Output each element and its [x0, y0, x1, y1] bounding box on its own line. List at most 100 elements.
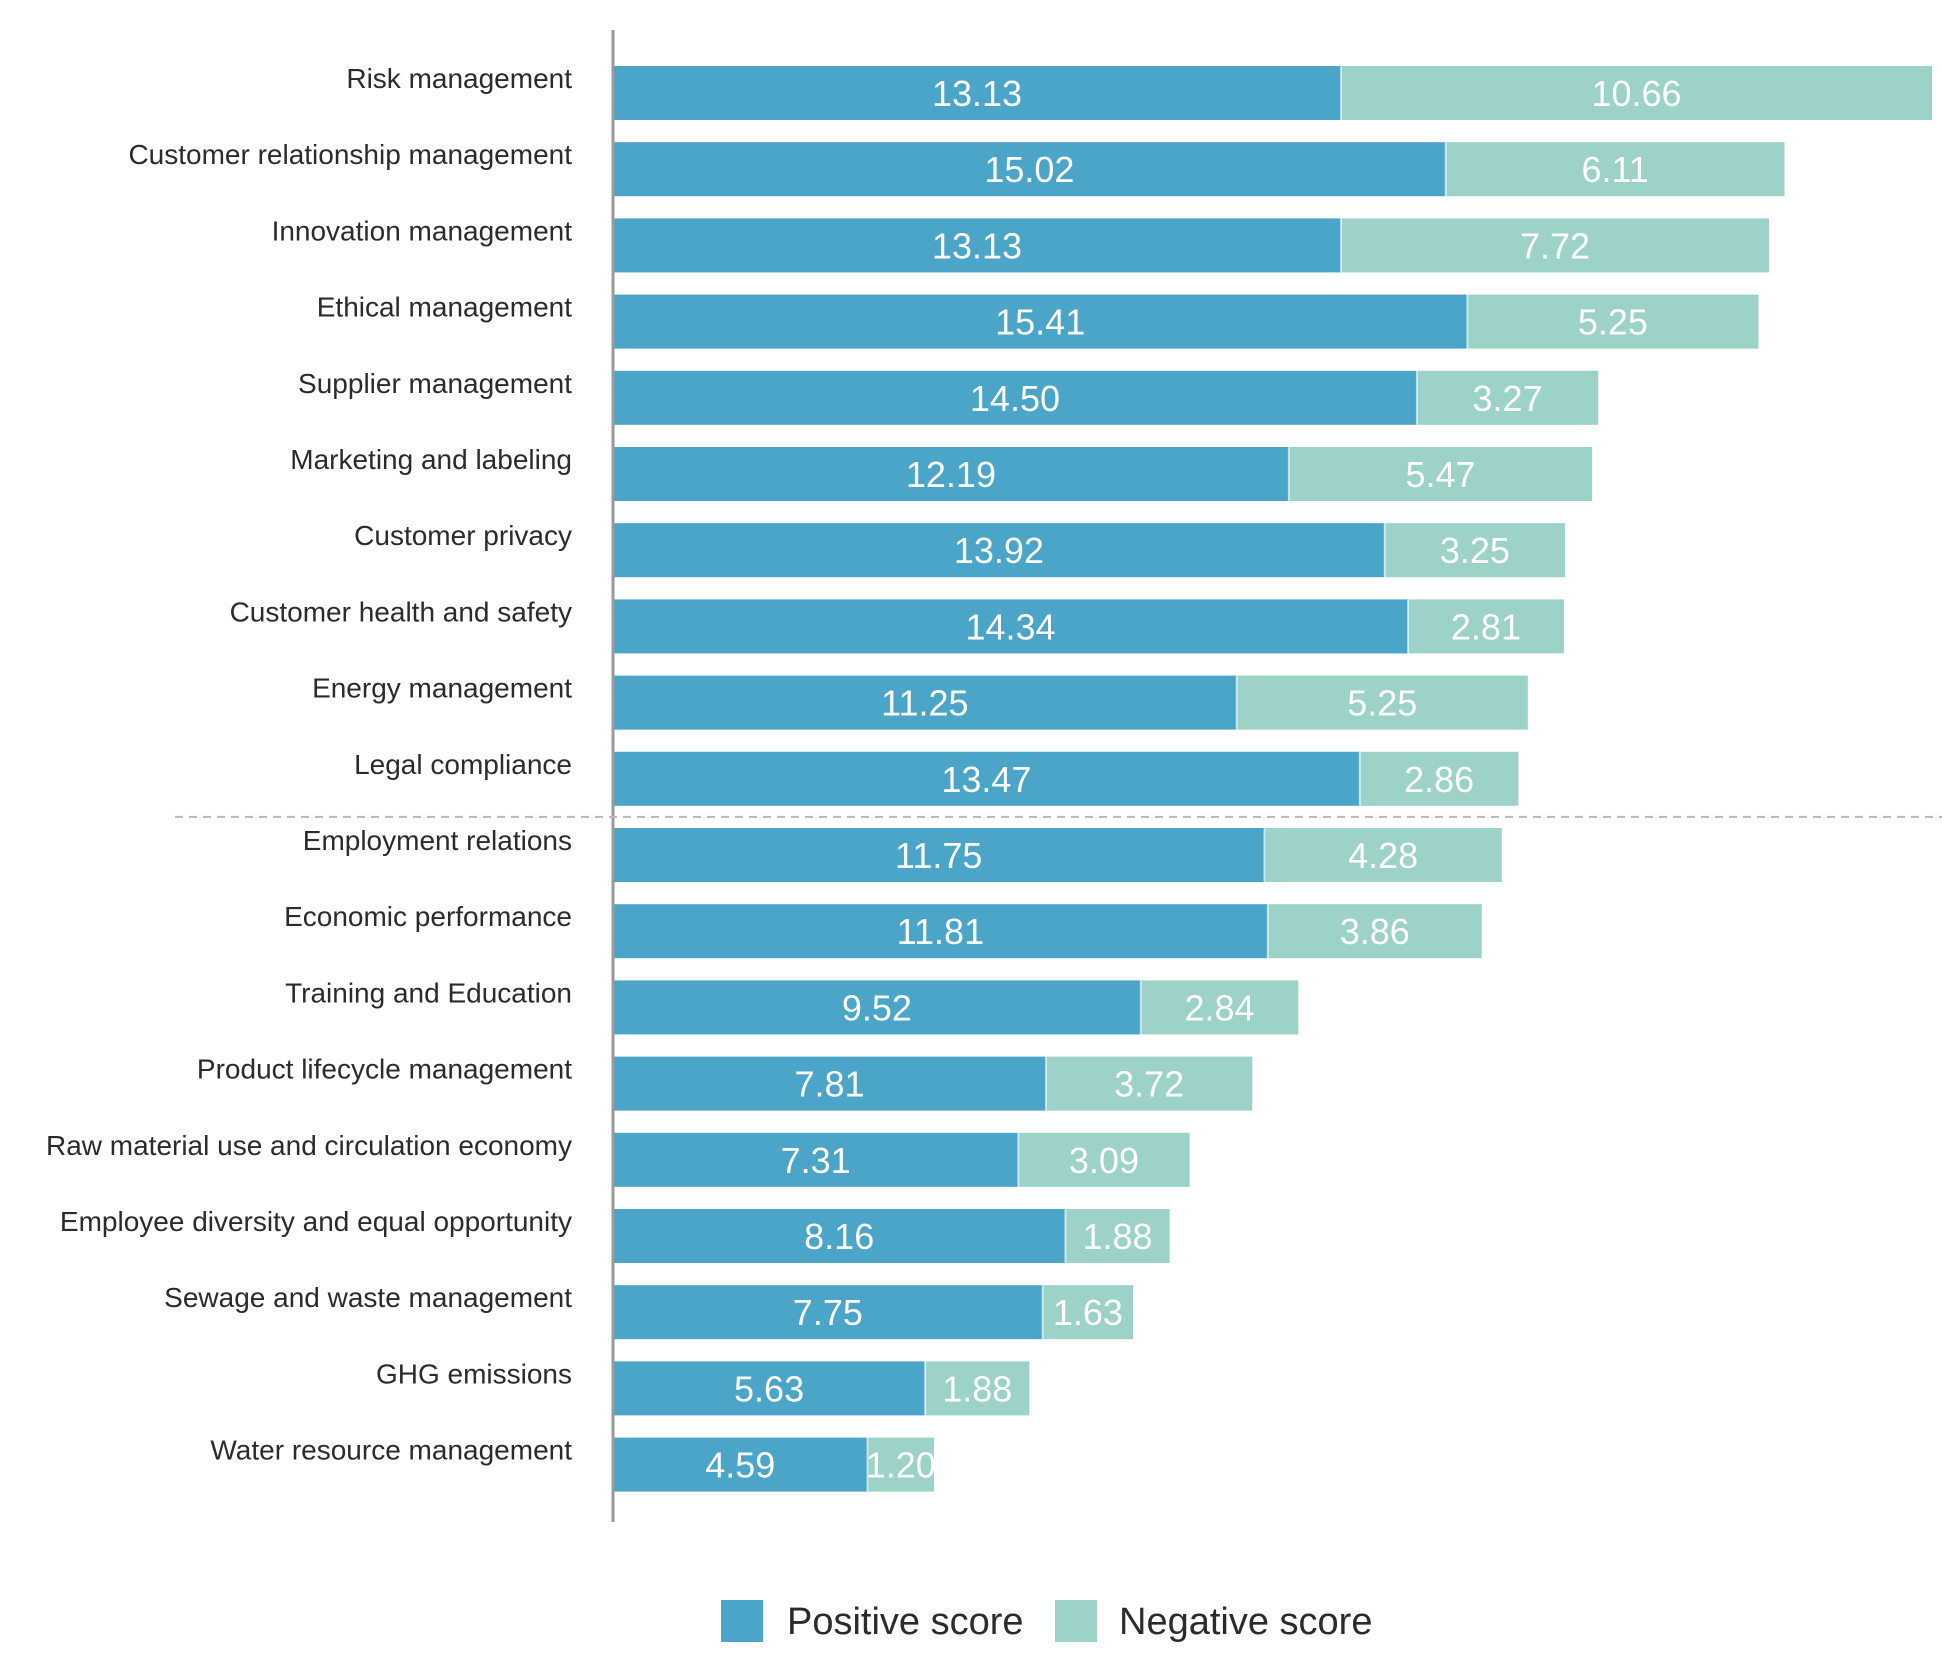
data-label-negative: 3.72 — [1114, 1064, 1184, 1105]
category-label: Economic performance — [284, 901, 572, 932]
bar-negative — [1046, 1056, 1253, 1111]
category-label: Legal compliance — [354, 749, 572, 780]
data-label-positive: 11.25 — [881, 683, 968, 724]
bars-layer: 13.13 10.66 15.02 6.11 13.13 7.72 15.41 5.25 14.… — [613, 66, 1932, 1492]
category-label: Water resource management — [210, 1435, 572, 1466]
data-label-positive: 9.52 — [842, 987, 912, 1028]
data-label-negative: 3.09 — [1069, 1140, 1139, 1181]
data-label-negative: 1.20 — [866, 1445, 936, 1486]
bar-positive — [613, 1361, 926, 1416]
data-label-positive: 7.81 — [794, 1064, 864, 1105]
data-label-positive: 4.59 — [705, 1445, 775, 1486]
data-label-negative: 3.27 — [1473, 378, 1543, 419]
legend-swatch-positive — [721, 1600, 763, 1642]
data-label-positive: 8.16 — [804, 1216, 874, 1257]
data-label-negative: 1.88 — [942, 1368, 1012, 1409]
category-label: Product lifecycle management — [197, 1054, 572, 1085]
category-label: Supplier management — [298, 368, 572, 399]
bar-positive — [613, 1056, 1047, 1111]
category-label: Ethical management — [317, 292, 572, 323]
data-label-negative: 7.72 — [1520, 225, 1590, 266]
category-label: Training and Education — [285, 977, 572, 1008]
bar-negative — [1416, 370, 1599, 425]
data-label-positive: 14.50 — [970, 378, 1060, 419]
bar-positive — [613, 980, 1141, 1035]
category-label: Raw material use and circulation economy — [46, 1130, 572, 1161]
data-label-negative: 5.47 — [1405, 454, 1475, 495]
bar-negative — [1018, 1132, 1190, 1187]
bar-positive — [613, 599, 1409, 654]
bar-positive — [613, 447, 1289, 501]
data-label-positive: 13.92 — [954, 530, 1044, 571]
legend-swatch-negative — [1055, 1600, 1097, 1642]
bar-positive — [613, 1285, 1043, 1340]
category-label: Customer health and safety — [230, 596, 572, 627]
bar-negative — [1264, 828, 1502, 882]
data-label-negative: 2.86 — [1404, 759, 1474, 800]
category-label: Marketing and labeling — [290, 444, 572, 475]
category-label: Customer relationship management — [128, 139, 572, 170]
bar-positive — [613, 1437, 868, 1492]
legend-label-positive: Positive score — [787, 1601, 1024, 1643]
bar-negative — [1340, 218, 1769, 273]
bar-negative — [925, 1361, 1030, 1416]
data-label-positive: 11.75 — [895, 835, 982, 876]
data-label-negative: 1.63 — [1053, 1292, 1123, 1333]
category-label: Sewage and waste management — [164, 1282, 572, 1313]
data-label-negative: 3.25 — [1440, 530, 1510, 571]
data-label-negative: 10.66 — [1591, 73, 1681, 114]
legend-label-negative: Negative score — [1119, 1601, 1372, 1643]
bar-negative — [1340, 66, 1932, 120]
category-label: Risk management — [346, 63, 572, 94]
data-label-positive: 7.75 — [793, 1292, 863, 1333]
data-label-positive: 13.13 — [932, 225, 1022, 266]
bar-positive — [613, 142, 1446, 197]
category-label: GHG emissions — [376, 1358, 572, 1389]
category-label: Innovation management — [272, 215, 573, 246]
bar-positive — [613, 904, 1268, 959]
data-label-positive: 7.31 — [781, 1140, 851, 1181]
bar-negative — [1384, 523, 1565, 578]
legend: Positive score Negative score — [721, 1600, 1372, 1643]
category-labels: Risk management Customer relationship man… — [46, 63, 572, 1466]
category-label: Employment relations — [303, 825, 572, 856]
data-label-negative: 5.25 — [1578, 302, 1648, 343]
bar-negative — [1042, 1285, 1134, 1340]
bar-negative — [1267, 904, 1482, 959]
data-label-positive: 15.02 — [984, 149, 1074, 190]
bar-positive — [613, 1132, 1019, 1187]
bar-positive — [613, 66, 1341, 120]
bar-negative — [1065, 1209, 1170, 1263]
data-label-negative: 2.81 — [1451, 606, 1521, 647]
bar-negative — [1359, 751, 1519, 806]
category-label: Energy management — [312, 673, 572, 704]
data-label-positive: 11.81 — [897, 911, 984, 952]
bar-positive — [613, 1209, 1066, 1263]
bar-negative — [1408, 599, 1564, 654]
bar-negative — [867, 1437, 935, 1492]
data-label-positive: 5.63 — [734, 1368, 804, 1409]
bar-positive — [613, 828, 1265, 882]
data-label-positive: 13.13 — [932, 73, 1022, 114]
bar-positive — [613, 294, 1468, 349]
data-label-positive: 12.19 — [906, 454, 996, 495]
data-label-negative: 4.28 — [1348, 835, 1418, 876]
data-label-positive: 13.47 — [941, 759, 1031, 800]
data-label-positive: 15.41 — [995, 302, 1085, 343]
bar-negative — [1445, 142, 1785, 197]
data-label-negative: 1.88 — [1082, 1216, 1152, 1257]
data-label-negative: 3.86 — [1340, 911, 1410, 952]
bar-positive — [613, 218, 1341, 273]
bar-negative — [1236, 675, 1528, 730]
data-label-negative: 6.11 — [1581, 149, 1648, 190]
bar-positive — [613, 675, 1237, 730]
bar-positive — [613, 523, 1385, 578]
bar-positive — [613, 751, 1360, 806]
data-label-negative: 2.84 — [1185, 987, 1255, 1028]
data-label-negative: 5.25 — [1347, 683, 1417, 724]
data-label-positive: 14.34 — [965, 606, 1055, 647]
bar-negative — [1288, 447, 1593, 501]
category-label: Customer privacy — [354, 520, 572, 551]
